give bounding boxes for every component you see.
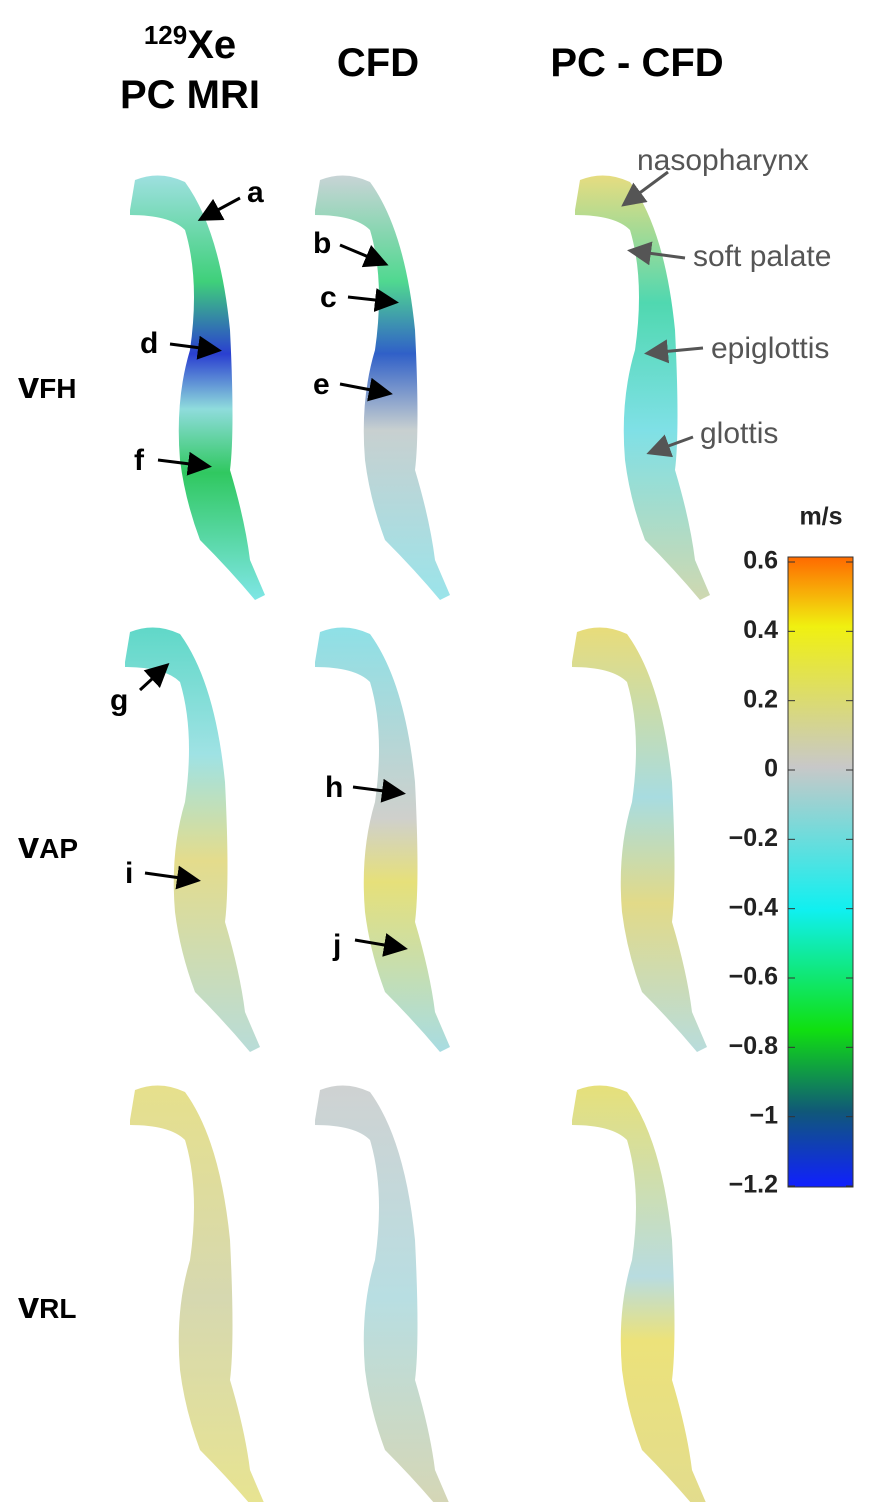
- colorbar-tick-label: 0.4: [743, 616, 778, 644]
- map-panel: [130, 1085, 265, 1502]
- column-header: CFD: [337, 41, 419, 85]
- row-sub: FH: [39, 373, 76, 404]
- annotation: i: [125, 857, 133, 890]
- colorbar-tick-label: −0.2: [729, 824, 778, 852]
- colorbar-tick-label: −1.2: [729, 1171, 778, 1199]
- colorbar-tick-label: −1: [749, 1101, 778, 1129]
- anatomy-label: epiglottis: [711, 332, 829, 365]
- annotation: c: [320, 281, 337, 314]
- arrow: [203, 198, 240, 218]
- annotation: b: [313, 227, 331, 260]
- anatomy-label: glottis: [700, 417, 778, 450]
- row-label: vAP: [18, 825, 78, 867]
- annotation: j: [332, 929, 341, 962]
- colorbar-tick-label: 0.6: [743, 547, 778, 575]
- map-panel: [315, 1085, 450, 1502]
- map-panel: [130, 175, 265, 600]
- row-label: vFH: [18, 365, 76, 407]
- colorbar-tick-label: −0.8: [729, 1032, 778, 1060]
- colorbar-tick-label: −0.6: [729, 963, 778, 991]
- column-header: 129Xe: [144, 20, 236, 67]
- row-main: v: [18, 825, 39, 867]
- map-panel: [125, 627, 260, 1052]
- map-panel: [315, 175, 450, 600]
- anatomy-label: nasopharynx: [637, 144, 809, 177]
- figure: 129Xe PC MRI CFD PC - CFD vFH vAP vRL a …: [0, 0, 880, 1502]
- arrow: [140, 667, 165, 690]
- colorbar-tick-label: 0.2: [743, 685, 778, 713]
- annotation: a: [247, 176, 264, 209]
- header-text: Xe: [187, 23, 236, 67]
- colorbar-tick-label: −0.4: [729, 893, 778, 921]
- anatomy-label: soft palate: [693, 240, 831, 273]
- velocity-maps: [125, 175, 710, 1502]
- annotation: g: [110, 684, 128, 717]
- map-panel: [575, 175, 710, 600]
- map-panel: [572, 1085, 707, 1502]
- column-header: PC - CFD: [550, 41, 723, 85]
- colorbar-unit: m/s: [799, 503, 842, 531]
- row-sub: AP: [39, 833, 78, 864]
- row-label: vRL: [18, 1285, 76, 1327]
- annotation: f: [134, 444, 145, 477]
- annotation: e: [313, 368, 330, 401]
- map-panel: [315, 627, 450, 1052]
- superscript: 129: [144, 20, 187, 50]
- map-panel: [572, 627, 707, 1052]
- row-main: v: [18, 1285, 39, 1327]
- row-sub: RL: [39, 1293, 76, 1324]
- row-main: v: [18, 365, 39, 407]
- annotation: h: [325, 771, 343, 804]
- annotation: d: [140, 327, 158, 360]
- colorbar-tick-label: 0: [764, 755, 778, 783]
- column-header: PC MRI: [120, 73, 260, 117]
- colorbar: [788, 557, 853, 1187]
